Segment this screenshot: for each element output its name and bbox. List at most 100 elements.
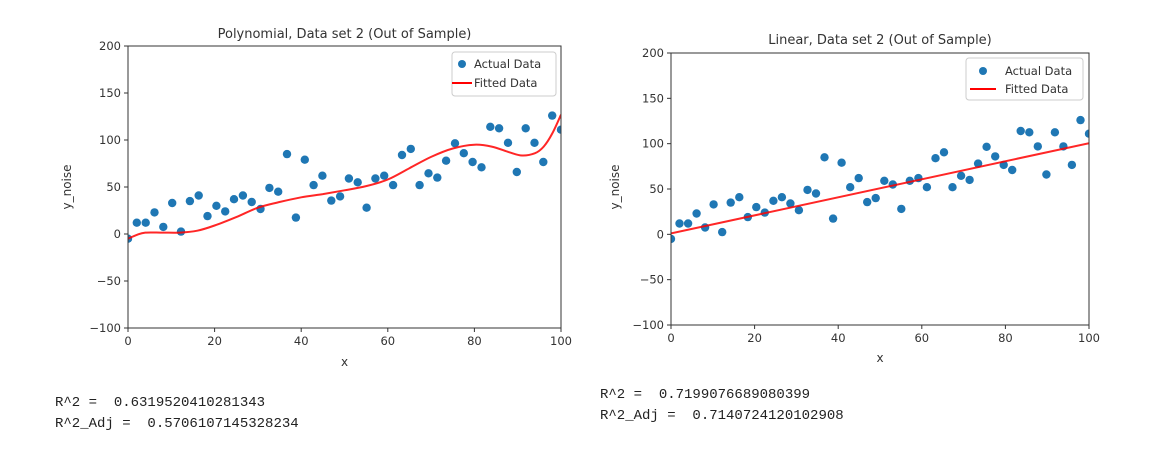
- legend-label-fitted: Fitted Data: [474, 76, 537, 90]
- data-point: [539, 157, 548, 167]
- data-point: [671, 234, 676, 244]
- data-point: [459, 149, 468, 158]
- data-point: [238, 191, 248, 200]
- data-point: [735, 193, 744, 202]
- data-point: [512, 167, 521, 177]
- data-point: [871, 193, 880, 203]
- r2-value: 0.6319520410281343: [113, 395, 266, 411]
- data-point: [726, 198, 735, 207]
- data-point: [388, 180, 398, 190]
- data-point: [327, 196, 336, 205]
- r2-adj-label: R^2_Adj =: [55, 416, 148, 432]
- data-point: [468, 157, 477, 167]
- x-tick-label: 40: [294, 334, 309, 348]
- y-tick-label: 50: [649, 182, 664, 196]
- data-point: [939, 148, 949, 157]
- data-point: [503, 138, 513, 147]
- data-point: [229, 195, 239, 204]
- data-point: [415, 180, 424, 190]
- data-point: [897, 204, 906, 214]
- legend-label-fitted: Fitted Data: [1005, 82, 1068, 96]
- data-point: [282, 149, 292, 159]
- data-point: [922, 183, 932, 192]
- data-point: [777, 193, 787, 202]
- data-point: [828, 214, 838, 223]
- y-tick-label: −50: [97, 274, 121, 288]
- data-point: [863, 197, 872, 207]
- data-point: [811, 189, 821, 198]
- data-point: [948, 183, 957, 192]
- y-axis-label: y_noise: [608, 164, 622, 209]
- y-tick-label: 150: [99, 86, 121, 100]
- chart-title: Polynomial, Data set 2 (Out of Sample): [218, 27, 472, 42]
- y-tick-label: −100: [632, 318, 664, 332]
- data-point: [344, 174, 354, 183]
- data-point: [530, 138, 539, 147]
- r2-adj-value: 0.5706107145328234: [147, 416, 299, 432]
- y-tick-label: 150: [642, 91, 664, 105]
- data-point: [854, 173, 863, 183]
- r2-value: 0.7199076689080399: [658, 387, 811, 403]
- x-tick-label: 100: [550, 334, 572, 348]
- data-point: [982, 142, 991, 151]
- data-point: [159, 222, 168, 232]
- data-point: [846, 183, 855, 192]
- data-point: [194, 191, 203, 200]
- data-point: [837, 158, 846, 167]
- series-group: [671, 115, 1089, 244]
- data-point: [221, 207, 230, 216]
- data-point: [803, 185, 812, 195]
- data-point: [371, 174, 380, 183]
- stats-polynomial: R^2 = 0.6319520410281343 R^2_Adj = 0.570…: [55, 393, 299, 435]
- series-group: [128, 111, 561, 243]
- data-point: [406, 144, 415, 154]
- r2-label: R^2 =: [55, 395, 114, 411]
- data-point: [1050, 128, 1060, 137]
- legend: Actual Data Fitted Data: [965, 57, 1084, 101]
- legend-marker-actual: [979, 67, 987, 75]
- data-point: [424, 169, 433, 178]
- y-tick-label: 0: [114, 227, 121, 241]
- data-point: [300, 155, 309, 164]
- legend: Actual Data Fitted Data: [451, 51, 557, 97]
- x-axis-label: x: [341, 355, 348, 369]
- x-tick-label: 60: [914, 331, 929, 345]
- data-point: [353, 178, 362, 187]
- plot-area: 0 20 40 60 80 100 −100 −50 0 50 100 150 200: [632, 46, 1100, 345]
- x-tick-label: 100: [1078, 331, 1100, 345]
- data-point: [1016, 126, 1025, 136]
- data-point: [931, 154, 940, 163]
- data-point: [291, 213, 301, 222]
- data-point: [185, 196, 195, 206]
- data-point: [556, 125, 561, 134]
- data-point: [150, 208, 159, 217]
- data-point: [132, 218, 141, 227]
- y-axis-label: y_noise: [60, 164, 74, 209]
- stats-linear: R^2 = 0.7199076689080399 R^2_Adj = 0.714…: [600, 385, 844, 427]
- data-point: [521, 124, 530, 133]
- data-point: [265, 183, 274, 193]
- y-tick-label: −100: [89, 321, 121, 335]
- data-point: [212, 201, 221, 210]
- data-point: [441, 156, 451, 165]
- data-point: [794, 206, 804, 215]
- data-point: [274, 187, 283, 196]
- data-point: [991, 152, 1000, 161]
- data-point: [752, 202, 761, 212]
- r2-adj-value: 0.7140724120102908: [692, 408, 844, 424]
- data-point: [718, 227, 727, 237]
- data-point: [820, 153, 829, 162]
- y-tick-label: 50: [106, 180, 121, 194]
- data-point: [397, 150, 407, 160]
- y-tick-label: −50: [640, 273, 664, 287]
- polynomial-chart: Polynomial, Data set 2 (Out of Sample) 0…: [60, 27, 572, 369]
- data-point: [362, 203, 371, 212]
- data-point: [486, 122, 495, 131]
- data-point: [548, 111, 557, 120]
- data-point: [168, 198, 177, 208]
- r2-label: R^2 =: [600, 387, 659, 403]
- data-point: [1042, 170, 1051, 179]
- data-point: [692, 209, 701, 218]
- x-tick-label: 20: [207, 334, 222, 348]
- legend-marker-actual: [458, 60, 466, 68]
